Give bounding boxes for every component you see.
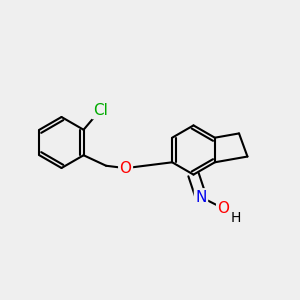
Text: N: N (195, 190, 207, 205)
Text: H: H (230, 211, 241, 224)
Text: O: O (120, 161, 132, 176)
Text: O: O (218, 201, 230, 216)
Text: Cl: Cl (93, 103, 107, 118)
